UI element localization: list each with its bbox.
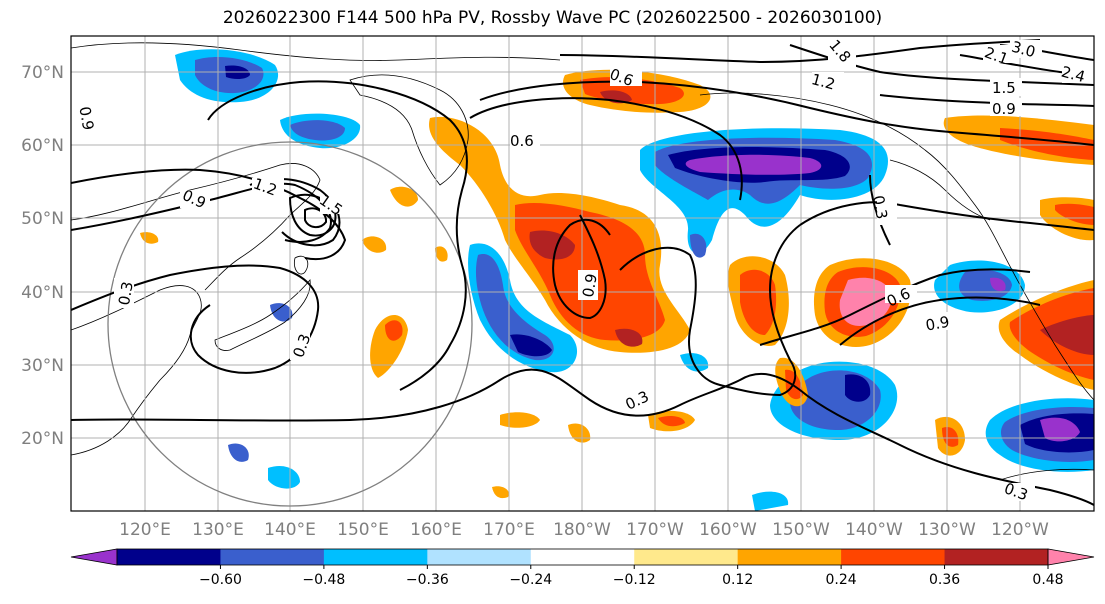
colorbar-bin xyxy=(323,549,428,565)
lon-label-140e: 140°E xyxy=(264,520,316,540)
contour-label-17: 0.9 xyxy=(992,100,1016,118)
lat-label-40: 40°N xyxy=(21,283,64,303)
colorbar-bin xyxy=(634,549,739,565)
shade-negative-alaska-min xyxy=(685,154,822,175)
colorbar-tick-label: 0.48 xyxy=(1032,572,1063,588)
colorbar-tick-label: 0.12 xyxy=(722,572,753,588)
colorbar-bin xyxy=(220,549,325,565)
colorbar-tick-label: 0.36 xyxy=(929,572,960,588)
lon-label-130e: 130°E xyxy=(192,520,244,540)
contour-label-13: 0.9 xyxy=(924,313,951,335)
longitude-labels: 120°E 130°E 140°E 150°E 160°E 170°E 180°… xyxy=(119,520,1049,540)
colorbar-bin xyxy=(427,549,532,565)
contour-label-15: 1.2 xyxy=(809,70,837,94)
shade-positive-small-10-core xyxy=(1055,203,1094,225)
shade-positive-small-6-core xyxy=(942,426,959,447)
shade-positive-small-2 xyxy=(390,186,418,207)
shade-negative-okhotsk-core xyxy=(290,120,345,141)
shade-negative-small-6 xyxy=(690,233,707,258)
shade-positive-small-1-core xyxy=(385,320,403,341)
shade-positive-canada-core xyxy=(1000,128,1094,160)
colorbar-bin xyxy=(737,549,842,565)
shade-positive-west-coast-deep xyxy=(1040,315,1094,355)
lon-label-150w: 150°W xyxy=(772,520,830,540)
shade-positive-mid-core xyxy=(740,269,777,335)
colorbar-tick-label: −0.36 xyxy=(406,572,449,588)
lon-label-160w: 160°W xyxy=(699,520,757,540)
shade-negative-small-2 xyxy=(268,465,300,489)
contour-label-21: 2.4 xyxy=(1059,63,1087,87)
shade-negative-small-3 xyxy=(228,443,249,462)
lon-label-130w: 130°W xyxy=(918,520,976,540)
shade-positive-small-4 xyxy=(500,412,540,428)
colorbar: −0.60 −0.48 −0.36 −0.24 −0.12 0.12 0.24 0.36 0.4… xyxy=(70,548,1095,588)
shade-positive-small-5-core xyxy=(658,415,685,427)
colorbar-bin xyxy=(944,549,1049,565)
colorbar-outline xyxy=(116,548,1049,566)
map-frame xyxy=(70,35,1095,512)
colorbar-bin xyxy=(530,549,635,565)
lon-label-160e: 160°E xyxy=(410,520,462,540)
lat-label-60: 60°N xyxy=(21,136,64,156)
shade-positive-central-deep xyxy=(529,230,575,260)
shade-negative-central-min xyxy=(510,334,552,357)
lon-label-150e: 150°E xyxy=(337,520,389,540)
contour-label-9: 0.9 xyxy=(579,272,601,299)
shade-positive-small-9 xyxy=(492,486,509,499)
contour-label-20: 3.0 xyxy=(1010,38,1038,62)
lat-label-70: 70°N xyxy=(21,63,64,83)
map-title: 2026022300 F144 500 hPa PV, Rossby Wave … xyxy=(222,8,883,28)
shade-positive-small-11 xyxy=(435,246,448,262)
contour-label-11: 0.3 xyxy=(869,194,891,221)
colorbar-tick-label: −0.24 xyxy=(509,572,552,588)
colorbar-tick-label: 0.24 xyxy=(826,572,857,588)
graticule xyxy=(71,36,1094,511)
range-circle xyxy=(107,141,473,507)
colorbar-bin xyxy=(117,549,221,565)
latitude-labels: 70°N 60°N 50°N 40°N 30°N 20°N xyxy=(21,63,64,449)
contour-labels: 0.9 0.9 1.2 1.5 0.3 0.3 0.6 0.6 0.9 0.3 … xyxy=(75,36,1094,504)
shade-negative-ne-min xyxy=(990,277,1006,292)
shade-negative-se-min xyxy=(1040,417,1080,442)
lon-label-180w: 180°W xyxy=(553,520,611,540)
contour-label-6: 0.3 xyxy=(115,280,137,307)
contour-label-1: 0.9 xyxy=(75,105,97,132)
lon-label-120w: 120°W xyxy=(991,520,1049,540)
shade-negative-central-core xyxy=(475,254,554,361)
contour-label-7: 0.6 xyxy=(510,132,534,150)
shade-positive-small-3 xyxy=(362,236,387,253)
colorbar-tick-label: −0.12 xyxy=(613,572,656,588)
shade-negative-east-min xyxy=(845,374,871,402)
lat-label-20: 20°N xyxy=(21,429,64,449)
shade-positive-central-deep-2 xyxy=(615,328,643,347)
contour-label-18: 1.5 xyxy=(992,79,1016,97)
lon-label-170e: 170°E xyxy=(483,520,535,540)
colorbar-extend-low xyxy=(70,548,118,566)
lon-label-120e: 120°E xyxy=(119,520,171,540)
colorbar-extend-high xyxy=(1047,548,1095,566)
lat-label-30: 30°N xyxy=(21,356,64,376)
colorbar-tick-label: −0.60 xyxy=(199,572,242,588)
lon-label-170w: 170°W xyxy=(626,520,684,540)
pv-contours xyxy=(71,39,1094,506)
lat-label-50: 50°N xyxy=(21,209,64,229)
shade-negative-ne-core xyxy=(959,269,1012,301)
lon-label-140w: 140°W xyxy=(845,520,903,540)
shade-negative-small-4 xyxy=(752,491,789,511)
colorbar-tick-label: −0.48 xyxy=(302,572,345,588)
colorbar-bin xyxy=(841,549,946,565)
shade-negative-small-1 xyxy=(270,303,293,322)
